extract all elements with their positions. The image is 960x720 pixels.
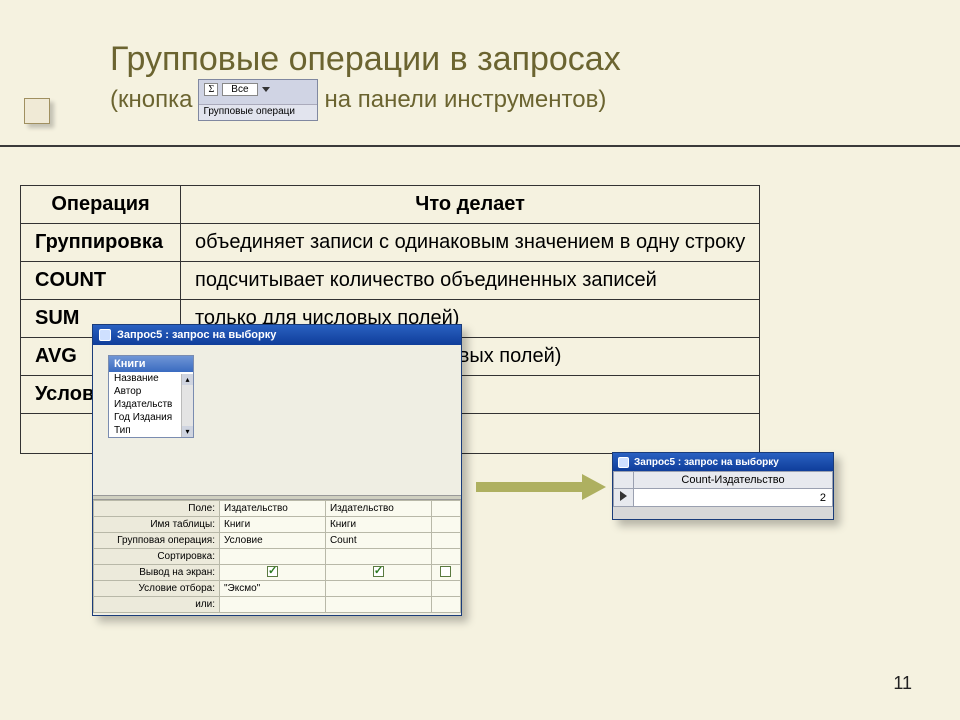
grid-label-group: Групповая операция: [94, 533, 220, 549]
sigma-icon: Σ [204, 83, 218, 96]
grid-label-or: или: [94, 597, 220, 613]
grid-cell[interactable] [431, 517, 460, 533]
window-icon [99, 329, 111, 341]
scrollbar[interactable]: ▴ ▾ [181, 374, 193, 437]
grid-label-show: Вывод на экран: [94, 565, 220, 581]
slide-subtitle: (кнопка Σ Все Групповые операци на панел… [110, 79, 960, 121]
grid-cell[interactable]: Условие [220, 533, 326, 549]
grid-cell[interactable] [325, 581, 431, 597]
window-title: Запрос5 : запрос на выборку [117, 329, 276, 341]
grid-label-field: Поле: [94, 501, 220, 517]
grid-cell-show[interactable] [431, 565, 460, 581]
window-title: Запрос5 : запрос на выборку [634, 457, 779, 468]
window-icon [618, 457, 629, 468]
query-designer-window: Запрос5 : запрос на выборку Книги Назван… [92, 324, 462, 616]
slide-bullet [24, 98, 50, 124]
grid-cell[interactable] [220, 597, 326, 613]
datasheet: Count-Издательство 2 [613, 471, 833, 507]
table-row: Группировкаобъединяет записи с одинаковы… [21, 224, 760, 262]
chevron-down-icon [262, 87, 270, 92]
grid-cell[interactable] [431, 597, 460, 613]
checkbox-icon[interactable] [440, 566, 451, 577]
grid-cell[interactable] [431, 549, 460, 565]
slide-title: Групповые операции в запросах [110, 40, 960, 79]
table-header: Книги [109, 356, 193, 372]
designer-upper-pane: Книги Название Автор Издательств Год Изд… [93, 345, 461, 495]
row-selector-header [614, 472, 634, 489]
grid-cell[interactable]: Count [325, 533, 431, 549]
grid-cell[interactable]: Книги [325, 517, 431, 533]
subtitle-after: на панели инструментов) [324, 86, 606, 114]
grid-cell[interactable] [325, 597, 431, 613]
window-titlebar[interactable]: Запрос5 : запрос на выборку [93, 325, 461, 345]
grid-label-criteria: Условие отбора: [94, 581, 220, 597]
table-field-list[interactable]: Книги Название Автор Издательств Год Изд… [108, 355, 194, 438]
arrow-icon [476, 478, 606, 496]
title-underline [0, 145, 960, 147]
row-selector[interactable] [614, 489, 634, 507]
result-cell[interactable]: 2 [634, 489, 833, 507]
grid-cell[interactable] [431, 581, 460, 597]
ops-header-op: Операция [21, 186, 181, 224]
checkbox-icon[interactable] [373, 566, 384, 577]
grid-cell[interactable] [220, 549, 326, 565]
scroll-up-icon[interactable]: ▴ [182, 374, 193, 385]
grid-cell-show[interactable] [220, 565, 326, 581]
grid-cell[interactable]: Издательство [220, 501, 326, 517]
grid-cell[interactable]: "Эксмо" [220, 581, 326, 597]
ops-header-desc: Что делает [181, 186, 760, 224]
subtitle-before: (кнопка [110, 86, 192, 114]
table-row: COUNTподсчитывает количество объединенны… [21, 262, 760, 300]
slide-title-block: Групповые операции в запросах (кнопка Σ … [0, 0, 960, 121]
grid-cell[interactable] [431, 501, 460, 517]
scroll-down-icon[interactable]: ▾ [182, 426, 193, 437]
grid-cell[interactable]: Издательство [325, 501, 431, 517]
current-row-icon [620, 491, 627, 501]
grid-cell[interactable] [325, 549, 431, 565]
bce-field: Все [222, 83, 257, 96]
column-header[interactable]: Count-Издательство [634, 472, 833, 489]
page-number: 11 [893, 673, 912, 694]
grid-label-table: Имя таблицы: [94, 517, 220, 533]
toolbar-label: Групповые операци [199, 104, 317, 120]
query-result-window: Запрос5 : запрос на выборку Count-Издате… [612, 452, 834, 520]
grid-label-sort: Сортировка: [94, 549, 220, 565]
toolbar-screenshot: Σ Все Групповые операци [198, 79, 318, 121]
window-titlebar[interactable]: Запрос5 : запрос на выборку [613, 453, 833, 471]
grid-cell[interactable]: Книги [220, 517, 326, 533]
grid-cell-show[interactable] [325, 565, 431, 581]
checkbox-icon[interactable] [267, 566, 278, 577]
query-design-grid: Поле: Издательство Издательство Имя табл… [93, 500, 461, 613]
grid-cell[interactable] [431, 533, 460, 549]
